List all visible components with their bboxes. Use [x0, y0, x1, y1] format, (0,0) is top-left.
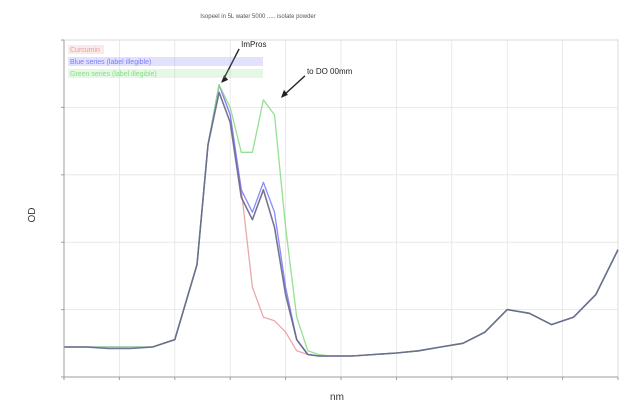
series-lines — [64, 84, 619, 357]
legend-entry-0: Curcumin — [70, 47, 100, 54]
legend-swatch-0 — [68, 45, 104, 54]
legend-swatch-2 — [68, 69, 263, 78]
legend-entry-2: Green series (label illegible) — [70, 71, 157, 78]
annotation-text-1: to DO 00mm — [307, 67, 353, 76]
legend-entry-1: Blue series (label illegible) — [70, 59, 151, 66]
legend: Curcumin Blue series (label illegible) Gre… — [68, 45, 263, 78]
x-axis-title: nm — [330, 392, 344, 403]
legend-swatch-1 — [68, 57, 263, 66]
axes — [61, 39, 619, 380]
annotation-arrowhead-0 — [221, 74, 229, 83]
annotations: ImPros to DO 00mm — [221, 40, 353, 98]
annotation-arrowhead-1 — [280, 89, 288, 98]
annotation-text-0: ImPros — [241, 40, 266, 49]
y-axis-title: OD — [27, 208, 38, 223]
chart-title: Isopeel in 5L water 5000 ..... isolate p… — [200, 14, 316, 20]
series-line-3 — [64, 91, 619, 357]
